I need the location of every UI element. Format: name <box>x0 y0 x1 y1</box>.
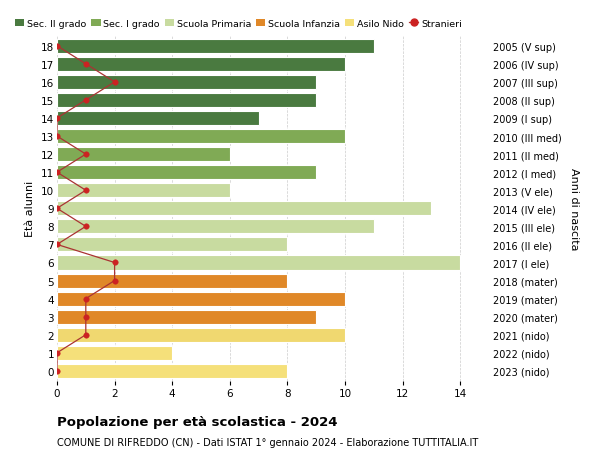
Bar <box>57 220 374 234</box>
Bar <box>57 202 431 216</box>
Bar <box>57 310 316 324</box>
Bar <box>57 112 259 126</box>
Y-axis label: Età alunni: Età alunni <box>25 181 35 237</box>
Bar <box>57 346 172 360</box>
Bar <box>57 94 316 108</box>
Bar <box>57 274 287 288</box>
Bar <box>57 76 316 90</box>
Legend: Sec. II grado, Sec. I grado, Scuola Primaria, Scuola Infanzia, Asilo Nido, Stran: Sec. II grado, Sec. I grado, Scuola Prim… <box>15 20 462 28</box>
Bar <box>57 184 230 198</box>
Bar <box>57 256 460 270</box>
Y-axis label: Anni di nascita: Anni di nascita <box>569 168 578 250</box>
Bar <box>57 166 316 180</box>
Bar <box>57 58 345 72</box>
Text: Popolazione per età scolastica - 2024: Popolazione per età scolastica - 2024 <box>57 415 337 428</box>
Text: COMUNE DI RIFREDDO (CN) - Dati ISTAT 1° gennaio 2024 - Elaborazione TUTTITALIA.I: COMUNE DI RIFREDDO (CN) - Dati ISTAT 1° … <box>57 437 478 447</box>
Bar <box>57 238 287 252</box>
Bar <box>57 328 345 342</box>
Bar <box>57 39 374 54</box>
Bar <box>57 130 345 144</box>
Bar <box>57 148 230 162</box>
Bar <box>57 364 287 378</box>
Bar <box>57 292 345 306</box>
